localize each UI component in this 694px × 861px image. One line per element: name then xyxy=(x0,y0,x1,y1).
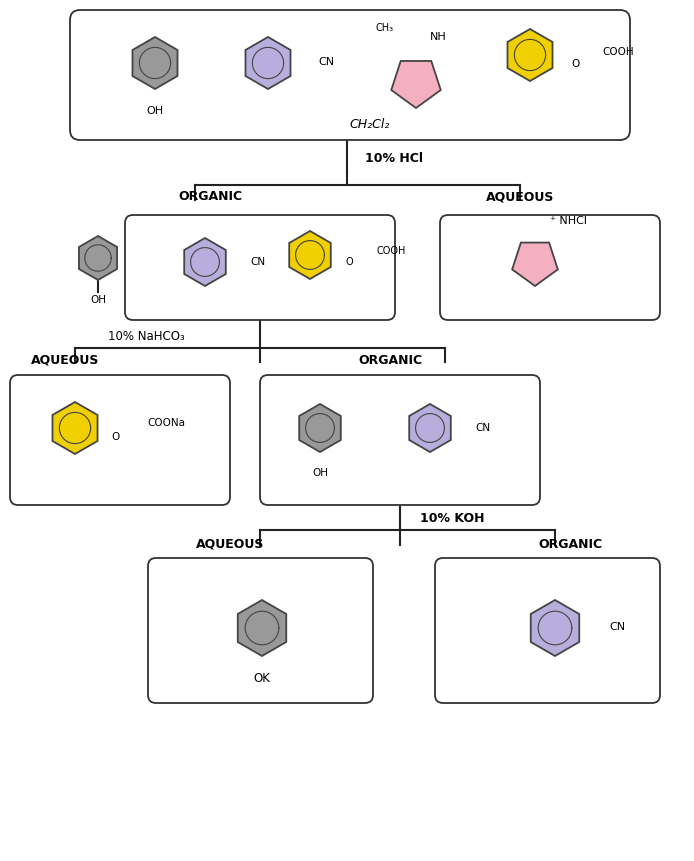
Text: AQUEOUS: AQUEOUS xyxy=(31,354,99,367)
FancyBboxPatch shape xyxy=(70,10,630,140)
Polygon shape xyxy=(391,61,441,108)
Polygon shape xyxy=(531,600,579,656)
Polygon shape xyxy=(246,37,291,89)
Text: CN: CN xyxy=(609,622,625,632)
Text: NH: NH xyxy=(430,32,447,42)
Text: COOH: COOH xyxy=(377,246,406,256)
Text: CN: CN xyxy=(251,257,266,267)
FancyBboxPatch shape xyxy=(125,215,395,320)
Text: ORGANIC: ORGANIC xyxy=(358,354,422,367)
Text: ⁺ NHCl: ⁺ NHCl xyxy=(550,216,587,226)
FancyBboxPatch shape xyxy=(435,558,660,703)
FancyBboxPatch shape xyxy=(260,375,540,505)
Text: ORGANIC: ORGANIC xyxy=(538,537,602,550)
Polygon shape xyxy=(507,29,552,81)
Text: CN: CN xyxy=(319,57,335,67)
Text: CH₃: CH₃ xyxy=(376,23,394,33)
Text: OH: OH xyxy=(146,106,164,116)
Text: O: O xyxy=(346,257,354,267)
FancyBboxPatch shape xyxy=(148,558,373,703)
Text: O: O xyxy=(571,59,579,69)
Polygon shape xyxy=(53,402,98,454)
Text: 10% NaHCO₃: 10% NaHCO₃ xyxy=(108,331,185,344)
Text: CN: CN xyxy=(476,423,491,433)
Polygon shape xyxy=(133,37,178,89)
Polygon shape xyxy=(299,404,341,452)
FancyBboxPatch shape xyxy=(10,375,230,505)
Polygon shape xyxy=(289,231,331,279)
Text: AQUEOUS: AQUEOUS xyxy=(486,190,555,203)
Polygon shape xyxy=(409,404,451,452)
Polygon shape xyxy=(512,243,558,286)
Polygon shape xyxy=(184,238,226,286)
Text: OH: OH xyxy=(312,468,328,478)
Text: COOH: COOH xyxy=(602,47,634,57)
Text: 10% KOH: 10% KOH xyxy=(420,511,484,524)
Text: OH: OH xyxy=(90,295,106,305)
FancyBboxPatch shape xyxy=(440,215,660,320)
Text: CH₂Cl₂: CH₂Cl₂ xyxy=(350,119,390,132)
Polygon shape xyxy=(238,600,286,656)
Text: COONa: COONa xyxy=(148,418,185,428)
Text: ORGANIC: ORGANIC xyxy=(178,190,242,203)
Text: 10% HCl: 10% HCl xyxy=(365,152,423,164)
Polygon shape xyxy=(79,236,117,280)
Text: AQUEOUS: AQUEOUS xyxy=(196,537,264,550)
Text: O: O xyxy=(112,432,119,442)
Text: OK: OK xyxy=(253,672,271,685)
